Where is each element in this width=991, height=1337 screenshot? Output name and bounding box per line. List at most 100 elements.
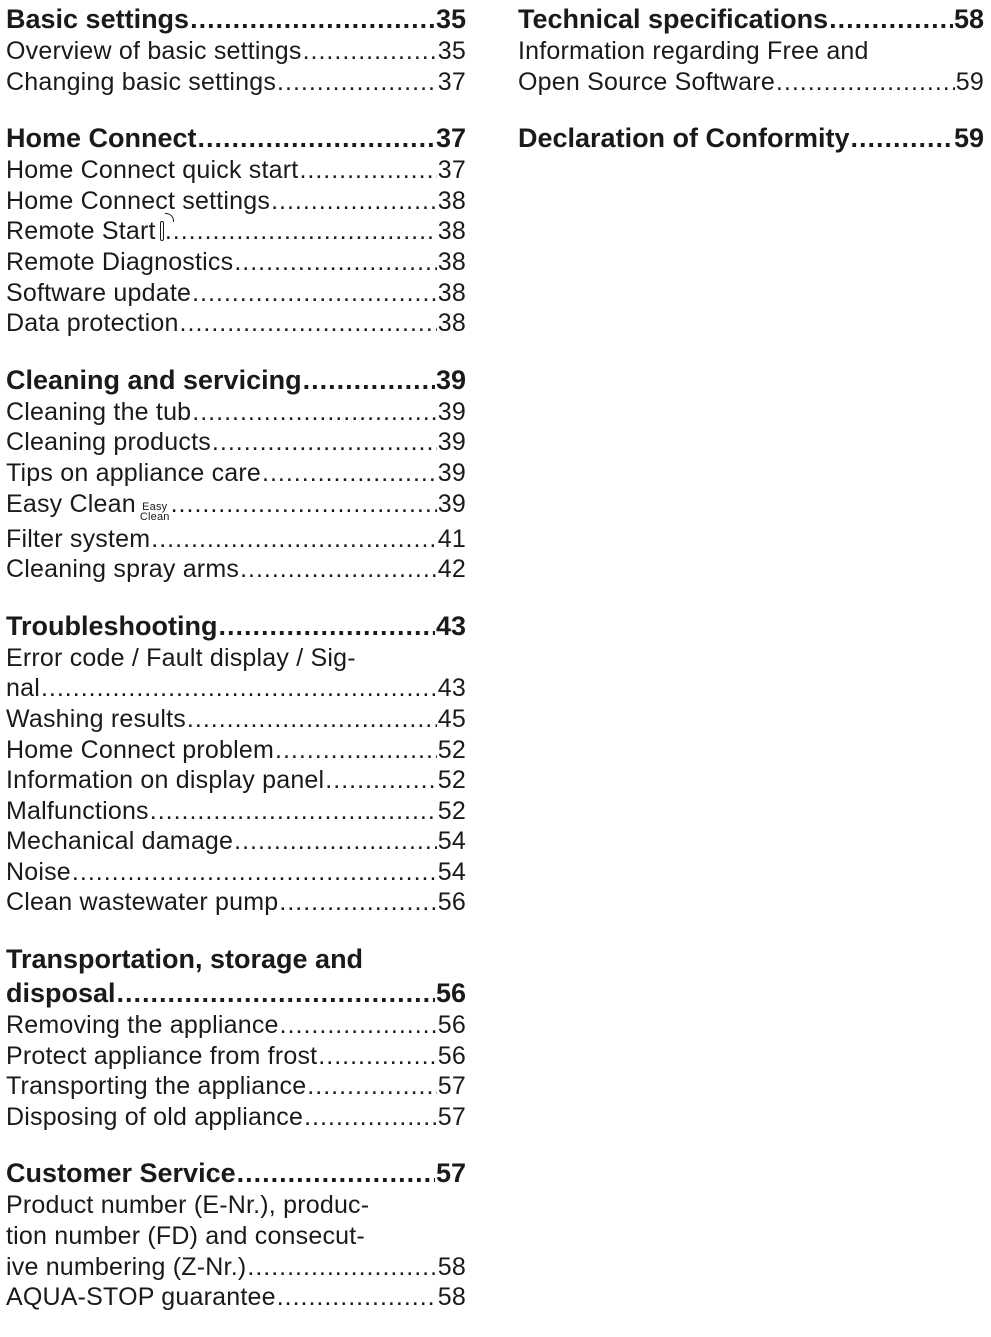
- toc-entry[interactable]: Data protection 38: [6, 308, 466, 339]
- section-heading[interactable]: Declaration of Conformity 59: [518, 121, 984, 155]
- leader-dots: [192, 397, 437, 428]
- toc-section: Cleaning and servicing39Cleaning the tub…: [6, 363, 466, 585]
- section-heading-page: 35: [435, 4, 466, 34]
- toc-entry[interactable]: Home Connect settings 38: [6, 186, 466, 217]
- toc-entry[interactable]: Clean wastewater pump 56: [6, 887, 466, 918]
- toc-entry[interactable]: Cleaning the tub 39: [6, 397, 466, 428]
- toc-entry[interactable]: nal 43: [6, 673, 466, 704]
- toc-entry[interactable]: Protect appliance from frost 56: [6, 1041, 466, 1072]
- toc-entry[interactable]: Transporting the appliance 57: [6, 1071, 466, 1102]
- toc-entry[interactable]: Home Connect quick start 37: [6, 155, 466, 186]
- toc-entry[interactable]: Open Source Software 59: [518, 67, 984, 98]
- leader-dots: [198, 121, 435, 155]
- toc-entry-label: Easy Clean: [6, 489, 136, 518]
- toc-entry-label: Malfunctions: [6, 796, 149, 825]
- toc-entry-label: Disposing of old appliance: [6, 1102, 304, 1131]
- leader-dots: [234, 826, 437, 857]
- toc-entry-page: 52: [437, 766, 466, 795]
- toc-entry-page: 56: [437, 1041, 466, 1070]
- toc-entry-label: Tips on appliance care: [6, 458, 262, 487]
- section-heading[interactable]: Customer Service 57: [6, 1156, 466, 1190]
- leader-dots: [72, 857, 437, 888]
- leader-dots: [151, 524, 437, 555]
- toc-entry-page: 54: [437, 827, 466, 856]
- toc-entry[interactable]: Changing basic settings 37: [6, 67, 466, 98]
- toc-entry[interactable]: Home Connect problem 52: [6, 735, 466, 766]
- toc-entry-page: 41: [437, 524, 466, 553]
- toc-entry[interactable]: ive numbering (Z-Nr.) 58: [6, 1252, 466, 1283]
- easy-clean-icon: Easy Clean: [140, 501, 170, 522]
- toc-entry[interactable]: Malfunctions 52: [6, 796, 466, 827]
- toc-entry[interactable]: Mechanical damage 54: [6, 826, 466, 857]
- leader-dots: [187, 704, 437, 735]
- toc-entry[interactable]: Software update 38: [6, 278, 466, 309]
- toc-entry-label: Changing basic settings: [6, 67, 277, 96]
- toc-entry-page: 39: [437, 458, 466, 487]
- section-heading-label: Troubleshooting: [6, 610, 218, 641]
- toc-entry[interactable]: Tips on appliance care 39: [6, 458, 466, 489]
- leader-dots: [117, 976, 435, 1010]
- toc-left-column: Basic settings35Overview of basic settin…: [6, 0, 466, 1337]
- toc-entry-page: 38: [437, 217, 466, 246]
- leader-dots: [303, 363, 435, 397]
- section-heading-page: 58: [953, 4, 984, 34]
- section-heading-page: 59: [953, 123, 984, 154]
- toc-entry-page: 43: [437, 674, 466, 703]
- section-heading-page: 37: [435, 123, 466, 154]
- section-heading[interactable]: Home Connect 37: [6, 121, 466, 155]
- leader-dots: [279, 887, 436, 918]
- leader-dots: [275, 735, 437, 766]
- section-heading[interactable]: Basic settings 35: [6, 2, 466, 36]
- toc-entry[interactable]: AQUA-STOP guarantee 58: [6, 1282, 466, 1313]
- toc-entry-page: 38: [437, 278, 466, 307]
- leader-dots: [171, 489, 437, 520]
- section-heading-label: Technical specifications: [518, 4, 829, 34]
- section-heading[interactable]: Cleaning and servicing 39: [6, 363, 466, 397]
- leader-dots: [776, 67, 955, 98]
- toc-entry-label: ive numbering (Z-Nr.): [6, 1252, 247, 1281]
- leader-dots: [41, 673, 437, 704]
- toc-entry-page: 58: [437, 1252, 466, 1281]
- section-heading: Transportation, storage and: [6, 944, 364, 975]
- toc-entry-page: 56: [437, 888, 466, 917]
- toc-entry[interactable]: Removing the appliance 56: [6, 1010, 466, 1041]
- toc-entry[interactable]: Information on display panel 52: [6, 765, 466, 796]
- toc-entry-label: Removing the appliance: [6, 1011, 279, 1040]
- toc-entry[interactable]: Overview of basic settings 35: [6, 36, 466, 67]
- toc-entry-label: Home Connect settings: [6, 186, 271, 215]
- toc-entry-page: 58: [437, 1283, 466, 1312]
- toc-entry[interactable]: Cleaning spray arms 42: [6, 554, 466, 585]
- toc-entry[interactable]: Washing results 45: [6, 704, 466, 735]
- toc-entry-label: Mechanical damage: [6, 827, 234, 856]
- toc-entry-label: Protect appliance from frost: [6, 1041, 318, 1070]
- toc-entry-page: 54: [437, 857, 466, 886]
- toc-entry-label: Clean wastewater pump: [6, 888, 279, 917]
- toc-entry[interactable]: Remote Start 38: [6, 213, 466, 247]
- toc-entry-page: 52: [437, 735, 466, 764]
- toc-entry[interactable]: Cleaning products 39: [6, 427, 466, 458]
- toc-section: Troubleshooting 43 Error code / Fault disp…: [6, 609, 466, 918]
- toc-entry-page: 57: [437, 1102, 466, 1131]
- toc-entry[interactable]: Disposing of old appliance 57: [6, 1102, 466, 1133]
- toc-entry[interactable]: Remote Diagnostics 38: [6, 247, 466, 278]
- section-heading[interactable]: disposal 56: [6, 976, 466, 1010]
- leader-dots: [280, 1010, 437, 1041]
- leader-dots: [299, 155, 436, 186]
- section-heading[interactable]: Troubleshooting 43: [6, 609, 466, 643]
- toc-entry-label: Transporting the appliance: [6, 1072, 307, 1101]
- toc-entry[interactable]: Noise 54: [6, 857, 466, 888]
- leader-dots: [192, 278, 437, 309]
- toc-entry[interactable]: Filter system 41: [6, 524, 466, 555]
- toc-entry-label: Information on display panel: [6, 766, 325, 795]
- toc-entry-page: 38: [437, 309, 466, 338]
- leader-dots: [277, 67, 437, 98]
- toc-entry-page: 59: [955, 67, 984, 96]
- section-heading[interactable]: Technical specifications 58: [518, 2, 984, 36]
- toc-entry-page: 56: [437, 1011, 466, 1040]
- toc-entry-label: Washing results: [6, 704, 186, 733]
- leader-dots: [262, 458, 437, 489]
- leader-dots: [851, 121, 953, 155]
- toc-entry-page: 42: [437, 555, 466, 584]
